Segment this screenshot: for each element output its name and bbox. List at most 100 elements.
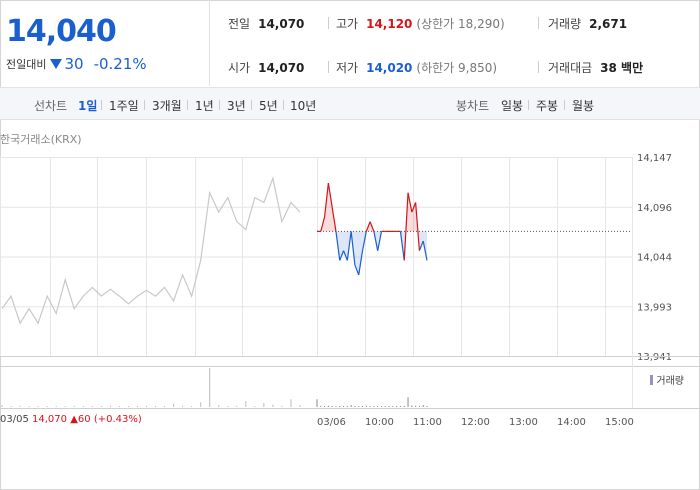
today-area — [328, 183, 333, 232]
today-line-segment — [339, 250, 345, 261]
stat-prev-close: 전일 14,070 — [228, 15, 304, 32]
stat-label: 저가 — [336, 61, 359, 75]
last-date: 03/05 — [0, 414, 29, 425]
y-tick-label: 13,941 — [637, 352, 672, 363]
change-value: 30 — [64, 55, 84, 73]
y-tick-label: 14,044 — [637, 253, 672, 264]
today-area — [339, 231, 344, 261]
divider — [187, 100, 188, 110]
today-line-segment — [354, 264, 360, 276]
x-tick-label: 11:00 — [413, 417, 442, 428]
range-tab-5y[interactable]: 5년 — [259, 99, 278, 113]
today-line-segment — [407, 192, 413, 213]
stat-label: 고가 — [336, 17, 359, 31]
candle-tab-monthly[interactable]: 월봉 — [572, 99, 595, 113]
divider — [283, 100, 284, 110]
today-line-segment — [422, 240, 428, 261]
today-line-segment — [365, 221, 371, 232]
price-change: 전일대비 30 -0.21% — [6, 55, 147, 73]
up-triangle-icon: ▲ — [70, 414, 78, 425]
candle-tab-daily[interactable]: 일봉 — [501, 99, 524, 113]
range-tab-10y[interactable]: 10년 — [290, 99, 317, 113]
stat-open: 시가 14,070 — [228, 59, 304, 76]
last-rate: (+0.43%) — [93, 414, 142, 425]
last-price-info: 03/05 14,070 ▲60 (+0.43%) — [0, 414, 142, 425]
divider — [538, 17, 539, 29]
x-tick-label: 10:00 — [365, 417, 394, 428]
change-rate: -0.21% — [93, 55, 147, 73]
line-chart-label: 선차트 — [34, 99, 68, 113]
today-line-segment — [320, 216, 326, 232]
today-line-segment — [377, 231, 383, 251]
today-area — [354, 231, 359, 275]
last-price: 14,070 — [32, 414, 68, 425]
today-line-segment — [323, 183, 329, 217]
today-line-segment — [342, 250, 348, 261]
x-tick-label: 14:00 — [557, 417, 586, 428]
divider — [564, 100, 565, 110]
stat-value: 14,070 — [258, 16, 305, 31]
x-tick-label: 12:00 — [461, 417, 490, 428]
range-tab-1w[interactable]: 1주일 — [109, 99, 139, 113]
down-triangle-icon — [50, 59, 63, 69]
today-line-segment — [335, 231, 341, 261]
stat-label: 거래량 — [548, 17, 582, 31]
stat-label: 전일 — [228, 17, 251, 31]
divider — [219, 100, 220, 110]
chart-toolbar: 선차트 1일 1주일 3개월 1년 3년 5년 10년 봉차트 일봉 주봉 월봉 — [0, 87, 700, 120]
today-line-segment — [361, 231, 367, 251]
today-line-segment — [411, 202, 417, 213]
stat-sub: (상한가 18,290) — [416, 17, 505, 31]
previous-day-line — [1, 176, 301, 325]
today-area — [358, 231, 363, 275]
stat-low: 저가 14,020 (하한가 9,850) — [336, 59, 497, 76]
today-line-segment — [399, 231, 405, 261]
range-tab-3y[interactable]: 3년 — [227, 99, 246, 113]
today-line-segment — [373, 231, 379, 251]
price-summary: 14,040 전일대비 30 -0.21% — [0, 0, 210, 86]
divider — [328, 17, 329, 29]
divider — [528, 100, 529, 110]
last-change: 60 — [77, 414, 91, 425]
stat-value: 2,671 — [589, 16, 628, 31]
today-line-segment — [346, 231, 352, 261]
stat-value: 14,070 — [258, 60, 305, 75]
today-area — [419, 231, 424, 251]
today-line-segment — [418, 240, 424, 251]
data-source: 한국거래소(KRX) — [0, 133, 82, 146]
current-price: 14,040 — [6, 14, 117, 49]
stat-value: 14,120 — [366, 16, 413, 31]
x-tick-label: 15:00 — [605, 417, 634, 428]
divider — [328, 61, 329, 73]
y-tick-label: 13,993 — [637, 302, 672, 313]
volume-legend: 거래량 — [650, 372, 684, 387]
range-tab-1d[interactable]: 1일 — [78, 99, 98, 113]
divider — [538, 61, 539, 73]
today-line-segment — [358, 250, 364, 275]
today-line-segment — [403, 192, 409, 261]
stat-high: 고가 14,120 (상한가 18,290) — [336, 15, 505, 32]
stat-sub: (하한가 9,850) — [416, 61, 498, 75]
range-tab-3m[interactable]: 3개월 — [152, 99, 182, 113]
today-area — [411, 202, 416, 232]
range-tab-1y[interactable]: 1년 — [195, 99, 214, 113]
today-line-segment — [415, 202, 421, 251]
today-line-segment — [369, 221, 375, 232]
stat-volume: 거래량 2,671 — [548, 15, 627, 32]
volume-legend-marker — [650, 374, 654, 385]
stat-value: 14,020 — [366, 60, 413, 75]
divider — [101, 100, 102, 110]
volume-legend-label: 거래량 — [656, 376, 684, 387]
x-tick-label: 03/06 — [317, 417, 346, 428]
today-line-segment — [350, 231, 356, 266]
today-line-segment — [331, 207, 337, 232]
y-tick-label: 14,147 — [637, 153, 672, 164]
stat-label: 거래대금 — [548, 61, 593, 75]
stock-stats: 전일 14,070 고가 14,120 (상한가 18,290) 거래량 2,6… — [210, 0, 700, 86]
candle-chart-label: 봉차트 — [456, 99, 490, 113]
candle-tab-weekly[interactable]: 주봉 — [536, 99, 559, 113]
y-tick-label: 14,096 — [637, 203, 672, 214]
change-label: 전일대비 — [6, 58, 47, 71]
x-tick-label: 13:00 — [509, 417, 538, 428]
